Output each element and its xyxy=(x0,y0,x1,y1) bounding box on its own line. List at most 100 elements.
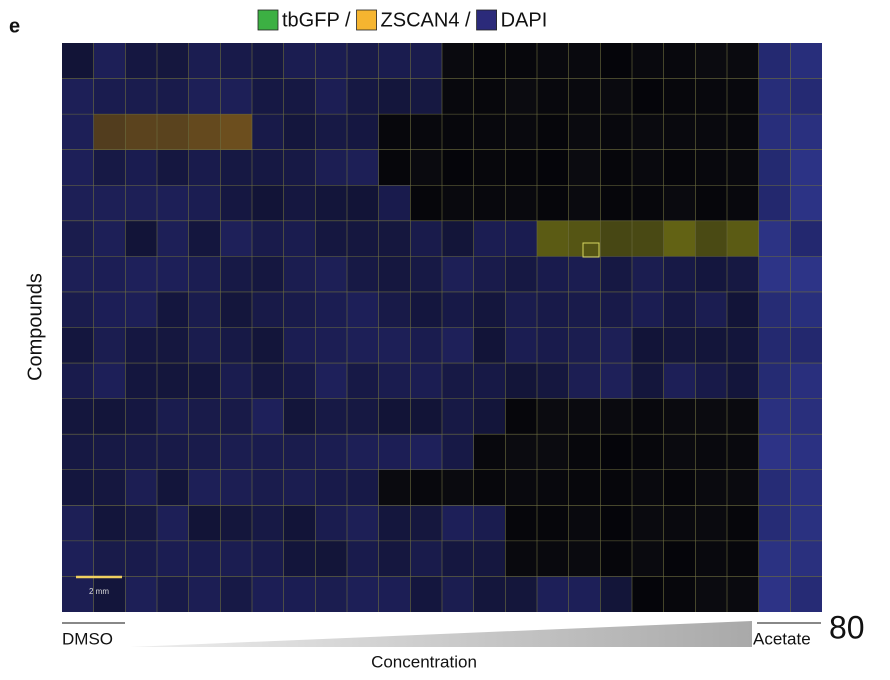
image-tile xyxy=(474,434,506,470)
image-tile xyxy=(664,470,696,506)
image-tile xyxy=(189,185,221,221)
page-number: 80 xyxy=(829,609,865,645)
image-tile xyxy=(379,363,411,399)
image-tile xyxy=(442,221,474,257)
image-tile xyxy=(505,470,537,506)
image-tile xyxy=(157,221,189,257)
image-tile xyxy=(790,328,822,364)
image-tile xyxy=(505,292,537,328)
image-tile xyxy=(410,399,442,435)
image-tile xyxy=(569,114,601,150)
image-tile xyxy=(410,434,442,470)
image-tile xyxy=(632,576,664,612)
image-tile xyxy=(505,79,537,115)
image-tile xyxy=(474,505,506,541)
image-tile xyxy=(664,150,696,186)
image-tile xyxy=(474,221,506,257)
image-tile xyxy=(125,399,157,435)
image-tile xyxy=(695,363,727,399)
image-tile xyxy=(252,328,284,364)
image-tile xyxy=(347,363,379,399)
image-tile xyxy=(125,576,157,612)
image-tile xyxy=(664,256,696,292)
image-tile xyxy=(759,434,791,470)
image-tile xyxy=(790,470,822,506)
image-tile xyxy=(410,221,442,257)
image-tile xyxy=(189,221,221,257)
image-tile xyxy=(474,185,506,221)
image-tile xyxy=(569,221,601,257)
image-tile xyxy=(284,576,316,612)
image-tile xyxy=(189,399,221,435)
image-tile xyxy=(94,256,126,292)
image-tile xyxy=(94,114,126,150)
image-tile xyxy=(252,576,284,612)
image-tile xyxy=(505,185,537,221)
image-tile xyxy=(505,399,537,435)
image-tile xyxy=(695,292,727,328)
image-tile xyxy=(157,150,189,186)
image-tile xyxy=(569,434,601,470)
image-tile xyxy=(410,541,442,577)
image-tile xyxy=(600,221,632,257)
image-tile xyxy=(94,150,126,186)
image-tile xyxy=(727,292,759,328)
image-tile xyxy=(189,292,221,328)
image-tile xyxy=(252,470,284,506)
image-tile xyxy=(94,328,126,364)
image-tile xyxy=(632,292,664,328)
image-tile xyxy=(442,185,474,221)
image-tile xyxy=(347,505,379,541)
image-tile xyxy=(727,505,759,541)
image-tile xyxy=(252,541,284,577)
image-tile xyxy=(505,541,537,577)
image-tile xyxy=(252,150,284,186)
image-tile xyxy=(474,328,506,364)
image-tile xyxy=(284,363,316,399)
image-tile xyxy=(442,363,474,399)
dmso-label: DMSO xyxy=(62,629,113,648)
image-tile xyxy=(695,576,727,612)
image-tile xyxy=(632,328,664,364)
image-tile xyxy=(94,434,126,470)
image-tile xyxy=(315,399,347,435)
image-tile xyxy=(474,150,506,186)
image-tile xyxy=(125,541,157,577)
image-tile xyxy=(600,363,632,399)
image-tile xyxy=(632,43,664,79)
image-tile xyxy=(125,328,157,364)
image-tile xyxy=(347,328,379,364)
image-tile xyxy=(632,256,664,292)
image-tile xyxy=(474,292,506,328)
image-tile xyxy=(157,541,189,577)
image-tile xyxy=(125,470,157,506)
image-tile xyxy=(189,434,221,470)
image-tile xyxy=(442,576,474,612)
image-tile xyxy=(189,576,221,612)
image-tile xyxy=(790,292,822,328)
image-tile xyxy=(664,363,696,399)
image-tile xyxy=(284,43,316,79)
legend-swatch xyxy=(477,10,497,30)
image-tile xyxy=(189,328,221,364)
image-tile xyxy=(62,150,94,186)
image-tile xyxy=(790,576,822,612)
image-tile xyxy=(220,256,252,292)
image-tile xyxy=(125,150,157,186)
image-tile xyxy=(410,114,442,150)
legend: tbGFP /ZSCAN4 /DAPI xyxy=(258,9,547,31)
image-tile xyxy=(759,292,791,328)
image-tile xyxy=(284,541,316,577)
image-tile xyxy=(474,43,506,79)
image-tile xyxy=(284,292,316,328)
image-tile xyxy=(284,221,316,257)
image-tile xyxy=(759,505,791,541)
x-axis-label: Concentration xyxy=(371,652,477,671)
image-tile xyxy=(94,221,126,257)
image-tile xyxy=(632,114,664,150)
image-tile xyxy=(537,576,569,612)
image-tile xyxy=(474,363,506,399)
image-tile xyxy=(379,43,411,79)
image-tile xyxy=(252,221,284,257)
image-tile xyxy=(157,363,189,399)
